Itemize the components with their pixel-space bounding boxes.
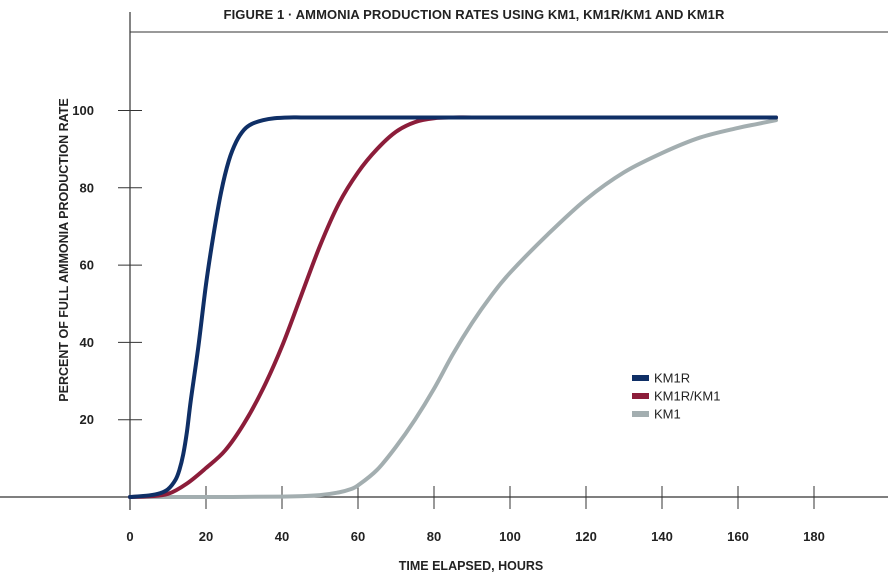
- legend-swatch-km1r-km1: [632, 393, 649, 399]
- x-tick-label: 60: [351, 529, 365, 544]
- x-tick-label: 40: [275, 529, 289, 544]
- series-line-km1: [128, 118, 778, 500]
- series-lines: [128, 115, 778, 500]
- y-ticks: 20 40 60 80 100: [72, 103, 142, 427]
- chart-title: FIGURE 1 · AMMONIA PRODUCTION RATES USIN…: [224, 7, 725, 22]
- y-axis-label: PERCENT OF FULL AMMONIA PRODUCTION RATE: [57, 98, 71, 401]
- x-tick-label: 160: [727, 529, 749, 544]
- y-tick-label: 80: [80, 180, 94, 195]
- legend-label-km1r-km1: KM1R/KM1: [654, 389, 720, 404]
- series-line-km1r: [128, 115, 778, 499]
- x-tick-label: 180: [803, 529, 825, 544]
- x-axis-label: TIME ELAPSED, HOURS: [399, 559, 543, 573]
- y-tick-label: 40: [80, 335, 94, 350]
- x-tick-label: 100: [499, 529, 521, 544]
- x-tick-label: 120: [575, 529, 597, 544]
- x-tick-label: 0: [126, 529, 133, 544]
- x-tick-label: 20: [199, 529, 213, 544]
- y-tick-label: 20: [80, 412, 94, 427]
- legend-swatch-km1: [632, 411, 649, 417]
- legend: KM1R KM1R/KM1 KM1: [632, 371, 720, 422]
- legend-swatch-km1r: [632, 375, 649, 381]
- legend-label-km1: KM1: [654, 407, 681, 422]
- y-tick-label: 100: [72, 103, 94, 118]
- x-tick-label: 80: [427, 529, 441, 544]
- legend-label-km1r: KM1R: [654, 371, 690, 386]
- x-ticks: 0 20 40 60 80 100 120 140 160 180: [126, 486, 825, 544]
- x-tick-label: 140: [651, 529, 673, 544]
- y-tick-label: 60: [80, 258, 94, 273]
